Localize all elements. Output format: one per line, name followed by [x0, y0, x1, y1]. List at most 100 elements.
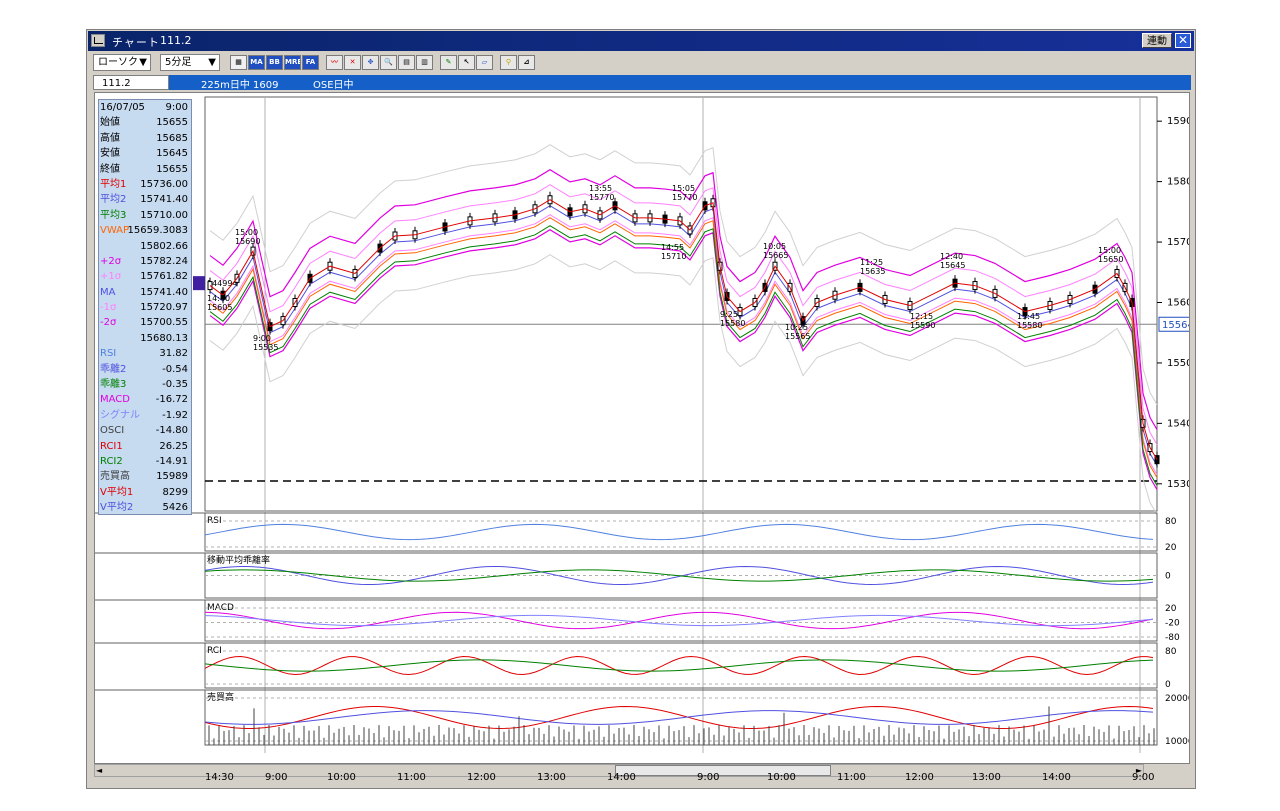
panel-row: +1σ 15761.82	[99, 269, 191, 284]
time-axis-label: 14:00	[607, 772, 636, 783]
line-icon[interactable]: 〰	[326, 55, 343, 70]
data-panel: 16/07/05 9:00 始値 15655 高値 15685 安値 15645 終値 156…	[98, 99, 192, 515]
fa-icon[interactable]: FA	[302, 55, 319, 70]
panel-date-row: 16/07/05 9:00	[99, 100, 191, 115]
cross-icon[interactable]: ✥	[362, 55, 379, 70]
panel-row-value: -0.35	[162, 379, 188, 391]
window-title: チャート	[112, 36, 160, 49]
chart-settings-icon[interactable]: ▦	[230, 55, 247, 70]
search-icon[interactable]: ⚲	[500, 55, 517, 70]
subchart-frame-rsi	[204, 512, 1158, 552]
subchart-tick: -80	[1165, 633, 1180, 643]
panel-row: VWAP 15659.3083	[99, 223, 191, 238]
chart-canvas[interactable]: 15900 15800 15700 15600 15500 15400 15300 15564…	[95, 93, 1189, 763]
panel-row-label: MACD	[100, 394, 130, 406]
panel-row-value: 15720.97	[140, 302, 188, 314]
zoom-icon[interactable]: 🔍	[380, 55, 397, 70]
cursor-icon[interactable]: ↖	[458, 55, 475, 70]
panel-row: 平均2 15741.40	[99, 192, 191, 207]
subchart-line-macd-2	[204, 614, 1154, 627]
panel-row-value: 15659.3083	[127, 225, 188, 237]
subchart-title-volume: 売買高	[207, 691, 234, 703]
time-axis-label: 9:00	[265, 772, 287, 783]
panel-row-value: 15741.40	[140, 194, 188, 206]
scroll-left-icon[interactable]: ◄	[96, 766, 103, 775]
annotation-price: 15605	[207, 303, 232, 312]
ma-icon[interactable]: MA	[248, 55, 265, 70]
panel-row-value: 15700.55	[140, 317, 188, 329]
panel-row: 乖離3 -0.35	[99, 377, 191, 392]
chevron-down-icon: ▼	[208, 57, 216, 68]
close-icon[interactable]: ✕	[1175, 33, 1191, 48]
annotation-time: 12:15	[910, 312, 933, 321]
subchart-title-macd: MACD	[207, 603, 234, 613]
eraser-icon[interactable]: ▱	[476, 55, 493, 70]
ma3-line	[209, 225, 1158, 486]
subchart-title-rci: RCI	[207, 646, 222, 656]
ma2-line	[209, 205, 1158, 466]
time-axis-label: 11:00	[397, 772, 426, 783]
candle-icon[interactable]: ✕	[344, 55, 361, 70]
price-tick-label: 15900	[1167, 116, 1189, 127]
panel-row: OSCI -14.80	[99, 423, 191, 438]
panel-row-value: -14.91	[155, 455, 188, 467]
time-axis-label: 14:00	[1042, 772, 1071, 783]
mre-icon[interactable]: MRE	[284, 55, 301, 70]
time-axis-label: 9:00	[1132, 772, 1154, 783]
symbol-code-field[interactable]: 111.2	[93, 75, 169, 90]
panel-row: V平均2 5426	[99, 500, 191, 515]
arrow-icon[interactable]: ⊿	[518, 55, 535, 70]
annotation-price: 15580	[1017, 321, 1042, 330]
panel-row-label: 平均2	[100, 194, 127, 206]
tool-icon[interactable]: ▥	[416, 55, 433, 70]
subchart-line-rci-1	[204, 655, 1154, 676]
scroll-right-icon[interactable]: ►	[1135, 766, 1142, 775]
subchart-line-volume-1	[204, 705, 1154, 730]
annotation-time: 15:00	[1098, 246, 1121, 255]
subchart-line-kairi-2	[204, 569, 1154, 582]
panel-row-value: 8299	[162, 486, 188, 498]
bb-icon[interactable]: BB	[266, 55, 283, 70]
horizontal-scrollbar[interactable]: ◄ ►	[94, 764, 1144, 777]
link-button[interactable]: 連動	[1142, 33, 1172, 48]
subchart-tick: 20000	[1165, 694, 1189, 704]
pen-icon[interactable]: ✎	[440, 55, 457, 70]
panel-row-value: 15655	[156, 163, 188, 175]
chart-type-select[interactable]: ローソク ▼	[93, 54, 151, 71]
chart-area[interactable]: 15900 15800 15700 15600 15500 15400 15300 15564…	[94, 92, 1190, 764]
time-axis-label: 9:00	[697, 772, 719, 783]
subchart-tick: 10000	[1165, 737, 1189, 747]
price-tick-label: 15600	[1167, 297, 1189, 308]
panel-row-label: 売買高	[100, 471, 130, 483]
title-bar[interactable]: チャート 111.2 連動 ✕	[88, 31, 1194, 51]
left-price-marker	[193, 276, 205, 291]
ma1-line	[209, 199, 1158, 460]
panel-row-value: 15655	[156, 117, 188, 129]
subchart-frame-rci	[204, 642, 1158, 689]
panel-row-label: RCI1	[100, 440, 123, 452]
time-axis: 14:30 9:00 10:00 11:00 12:00 13:00 14:00 9:00 10…	[205, 772, 1154, 783]
panel-row-value: 15782.24	[140, 255, 188, 267]
bb-outer-upper	[209, 144, 1158, 405]
scroll-thumb[interactable]	[615, 765, 831, 776]
interval-select[interactable]: 5分足 ▼	[160, 54, 220, 71]
annotation-price: 15665	[763, 251, 788, 260]
panel-time: 9:00	[165, 102, 188, 113]
time-axis-label: 11:00	[837, 772, 866, 783]
grid-icon[interactable]: ▤	[398, 55, 415, 70]
subchart-line-macd-1	[204, 611, 1154, 630]
chart-window: チャート 111.2 連動 ✕ ローソク ▼ 5分足 ▼ ▦ MA BB MRE F…	[86, 29, 1196, 789]
bb-plus1-line	[209, 184, 1158, 445]
subchart-title-rsi: RSI	[207, 516, 222, 526]
subchart-tick: 0	[1165, 572, 1171, 582]
annotation-time: 14:55	[661, 243, 684, 252]
panel-row-value: -16.72	[155, 394, 188, 406]
panel-row: -1σ 15720.97	[99, 300, 191, 315]
chevron-down-icon: ▼	[139, 57, 147, 68]
price-tick-label: 15300	[1167, 479, 1189, 490]
chart-type-value: ローソク	[98, 57, 138, 68]
subchart-frame-volume	[204, 689, 1158, 746]
subchart-tick: 80	[1165, 647, 1177, 657]
panel-row-label: 高値	[100, 132, 120, 144]
panel-row-value: 15761.82	[140, 271, 188, 283]
